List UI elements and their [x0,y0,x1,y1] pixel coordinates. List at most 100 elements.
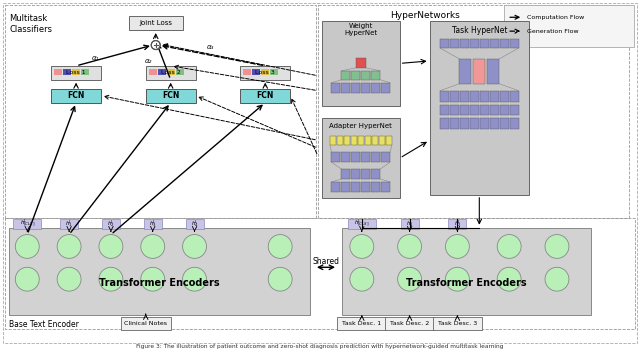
Bar [81,69,89,75]
Bar [460,59,471,84]
Text: FCN: FCN [257,91,274,100]
Bar [371,71,380,80]
Text: $h^L_4$: $h^L_4$ [191,218,198,229]
Bar [362,169,371,179]
Text: Loss 3: Loss 3 [255,70,275,75]
Text: Joint Loss: Joint Loss [140,20,172,26]
Bar [362,182,371,192]
Bar [500,39,509,48]
Bar [344,136,350,145]
Bar [504,5,634,47]
Bar [13,219,41,229]
Bar [351,169,360,179]
Bar [337,317,387,330]
Bar [371,182,380,192]
Text: α₁: α₁ [92,55,100,61]
Text: $h^L_2$: $h^L_2$ [107,218,115,229]
Text: Task Desc. 2: Task Desc. 2 [390,321,429,326]
Bar [450,91,459,101]
Circle shape [151,41,160,49]
Bar [450,105,459,115]
Bar [500,119,509,129]
Text: Clinical Notes: Clinical Notes [124,321,167,326]
Circle shape [545,235,569,258]
Circle shape [57,267,81,291]
Bar [381,83,390,93]
Text: Figure 3: The illustration of patient outcome and zero-shot diagnosis prediction: Figure 3: The illustration of patient ou… [136,344,504,349]
Circle shape [182,235,207,258]
Text: Multitask
Classifiers: Multitask Classifiers [10,14,52,34]
Bar [460,39,469,48]
Bar [129,16,182,30]
Bar [460,119,469,129]
Bar [341,152,350,162]
Bar [460,91,469,101]
Text: Transformer Encoders: Transformer Encoders [99,278,220,288]
Bar [480,105,489,115]
Bar [362,152,371,162]
Bar [322,21,399,106]
Text: $h^L_{[CLS]}$: $h^L_{[CLS]}$ [19,218,35,229]
Circle shape [445,235,469,258]
Bar [470,39,479,48]
Text: $h^L_1$: $h^L_1$ [406,218,413,229]
Bar [102,219,120,229]
Text: Loss 1: Loss 1 [67,70,86,75]
Text: Weight
HyperNet: Weight HyperNet [344,23,378,36]
Bar [386,136,392,145]
Bar [440,119,449,129]
Bar [470,105,479,115]
Bar [509,105,518,115]
Text: FCN: FCN [67,91,84,100]
Bar [270,69,278,75]
Bar [351,136,357,145]
Text: Task Desc. 3: Task Desc. 3 [438,321,477,326]
Bar [480,91,489,101]
Bar [332,182,340,192]
Bar [371,169,380,179]
Bar [72,69,80,75]
Bar [337,136,343,145]
Bar [509,91,518,101]
Bar [470,119,479,129]
Bar [509,119,518,129]
Circle shape [397,235,422,258]
Bar [440,39,449,48]
Bar [186,219,204,229]
Bar [429,21,529,195]
Bar [51,89,101,103]
Bar [480,119,489,129]
Bar [371,152,380,162]
Bar [243,69,252,75]
Bar [440,91,449,101]
Circle shape [497,235,521,258]
Circle shape [445,267,469,291]
Bar [509,39,518,48]
Bar [121,317,171,330]
Bar [148,69,157,75]
Bar [351,83,360,93]
Bar [341,71,350,80]
Text: α₂: α₂ [145,58,152,64]
Bar [500,91,509,101]
Circle shape [141,267,164,291]
Text: Transformer Encoders: Transformer Encoders [406,278,527,288]
Bar [490,119,499,129]
Bar [490,91,499,101]
Bar [401,219,419,229]
Bar [433,317,483,330]
Bar [381,182,390,192]
Circle shape [268,235,292,258]
Bar [474,59,485,84]
Bar [54,69,62,75]
Bar [385,317,435,330]
Bar [449,219,467,229]
Circle shape [397,267,422,291]
Bar [440,105,449,115]
Circle shape [350,235,374,258]
Text: Task HyperNet: Task HyperNet [452,26,507,35]
Circle shape [350,267,374,291]
Text: Shared: Shared [312,257,339,266]
Bar [362,71,371,80]
Bar [470,91,479,101]
